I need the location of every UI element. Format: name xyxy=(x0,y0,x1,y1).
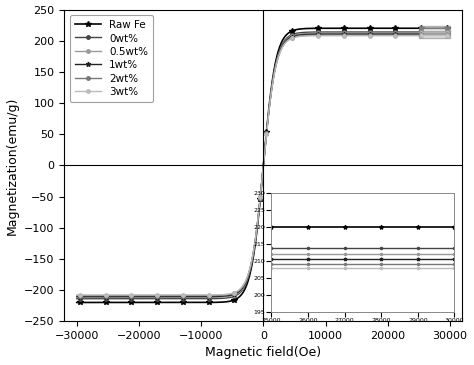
Bar xyxy=(419,26,450,38)
Legend: Raw Fe, 0wt%, 0.5wt%, 1wt%, 2wt%, 3wt%: Raw Fe, 0wt%, 0.5wt%, 1wt%, 2wt%, 3wt% xyxy=(70,15,153,102)
Y-axis label: Magnetization(emu/g): Magnetization(emu/g) xyxy=(6,96,18,235)
X-axis label: Magnetic field(Oe): Magnetic field(Oe) xyxy=(205,346,321,360)
